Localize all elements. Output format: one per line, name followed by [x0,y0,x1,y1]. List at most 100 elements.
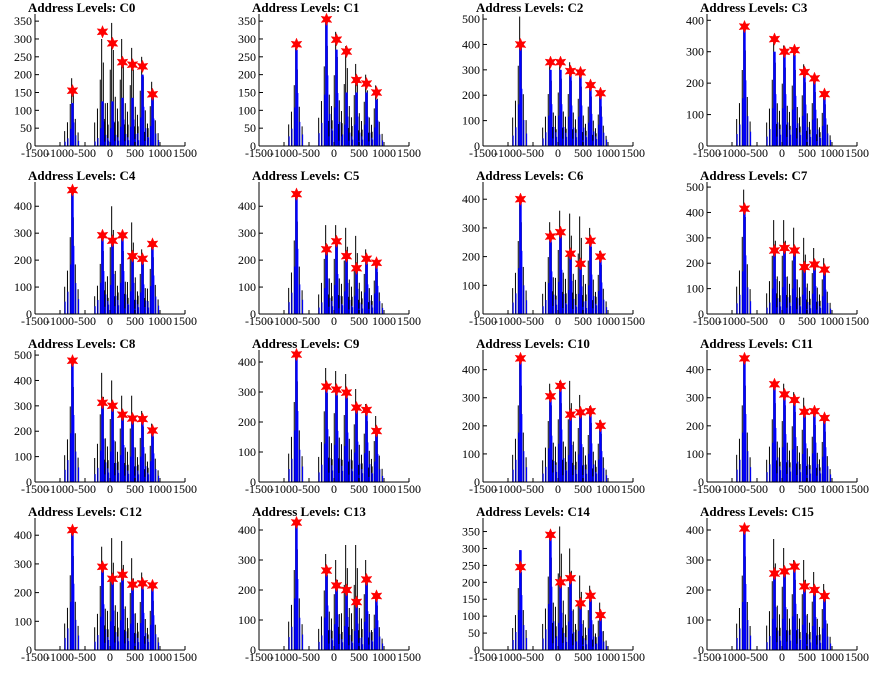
y-tick-label: 400 [238,523,256,537]
blue-histogram-bar [355,602,358,650]
x-tick-label: 1000 [820,314,844,328]
star-marker-icon [126,577,139,592]
x-tick-label: 1000 [820,650,844,664]
y-tick-label: 250 [14,50,32,64]
x-tick-label: -500 [522,482,544,496]
panel-4: Address Levels: C4 0 100 200 300 400 -1500-100… [14,168,197,328]
y-tick-label: 400 [462,192,480,206]
blue-histogram-bar [519,199,522,314]
panel-10: Address Levels: C10 0 100 200 300 400 -1500-10… [462,336,645,496]
x-tick-label: -500 [74,314,96,328]
star-marker-icon [340,583,353,597]
x-tick-label: 0 [107,650,113,664]
x-tick-label: 500 [574,482,592,496]
y-tick-label: 100 [14,280,32,294]
star-marker-icon [330,578,343,593]
y-tick-label: 300 [686,45,704,59]
blue-histogram-bar [803,265,806,314]
x-tick-label: 1500 [621,314,645,328]
y-tick-label: 200 [238,253,256,267]
star-marker-icon [350,400,363,415]
x-tick-label: 1500 [173,314,197,328]
y-tick-label: 200 [462,575,480,589]
star-marker-icon [514,351,527,366]
y-tick-label: 0 [698,643,704,657]
blue-histogram-bar [141,418,144,482]
star-marker-icon [370,424,383,438]
star-marker-icon [106,399,119,413]
x-tick-label: 0 [779,650,785,664]
blue-histogram-bar [375,262,378,314]
panel-title: Address Levels: C11 [700,336,813,351]
blue-histogram-bar [365,260,368,314]
star-marker-icon [340,249,353,263]
x-tick-label: -1000 [46,314,74,328]
star-marker-icon [818,262,831,277]
blue-histogram-bar [121,97,124,146]
star-marker-icon [768,243,781,258]
panel-title: Address Levels: C3 [700,0,808,15]
y-tick-label: 350 [238,14,256,28]
x-tick-label: 500 [126,482,144,496]
x-tick-label: -1000 [494,146,522,160]
y-tick-label: 100 [462,609,480,623]
star-marker-icon [320,563,333,578]
panel-title: Address Levels: C15 [700,504,814,519]
blue-histogram-bar [559,233,562,314]
star-marker-icon [146,87,159,102]
blue-histogram-bar [823,95,826,146]
y-tick-label: 400 [238,355,256,369]
star-marker-icon [290,187,303,201]
blue-histogram-bar [131,584,134,650]
blue-histogram-bar [335,49,338,146]
blue-histogram-bar [295,353,298,482]
y-tick-label: 0 [698,307,704,321]
y-tick-label: 0 [250,307,256,321]
x-tick-label: 1500 [397,146,421,160]
star-marker-icon [360,572,373,587]
star-marker-icon [778,241,791,255]
star-marker-icon [340,44,353,59]
blue-histogram-bar [559,582,562,650]
blue-histogram-bar [335,389,338,482]
y-tick-label: 200 [462,250,480,264]
y-tick-label: 0 [26,475,32,489]
star-marker-icon [574,65,587,80]
blue-histogram-bar [599,616,602,650]
blue-histogram-bar [375,99,378,146]
star-marker-icon [584,404,597,418]
star-marker-icon [544,528,557,542]
blue-histogram-bar [559,69,562,146]
y-tick-label: 100 [462,114,480,128]
x-tick-label: 500 [350,482,368,496]
y-tick-label: 50 [468,626,480,640]
star-marker-icon [136,576,149,591]
x-tick-label: 1000 [372,314,396,328]
blue-histogram-bar [579,263,582,314]
star-marker-icon [594,419,607,433]
star-marker-icon [96,396,109,410]
star-marker-icon [116,407,129,422]
star-marker-icon [768,377,781,392]
y-tick-label: 0 [474,139,480,153]
star-marker-icon [574,257,587,271]
x-tick-label: 1000 [596,650,620,664]
x-tick-label: 500 [574,146,592,160]
blue-histogram-bar [783,394,786,482]
x-tick-label: -500 [298,482,320,496]
blue-histogram-bar [365,92,368,146]
star-marker-icon [778,44,791,59]
blue-histogram-bar [355,408,358,482]
x-tick-label: 500 [350,650,368,664]
blue-histogram-bar [599,256,602,314]
star-marker-icon [126,411,139,426]
star-marker-icon [554,379,567,393]
y-tick-label: 200 [14,68,32,82]
star-marker-icon [360,403,373,417]
x-tick-label: 0 [779,482,785,496]
y-tick-label: 200 [238,68,256,82]
x-tick-label: -1500 [469,314,497,328]
y-tick-label: 100 [686,282,704,296]
y-tick-label: 50 [20,121,32,135]
x-tick-label: -1000 [718,314,746,328]
